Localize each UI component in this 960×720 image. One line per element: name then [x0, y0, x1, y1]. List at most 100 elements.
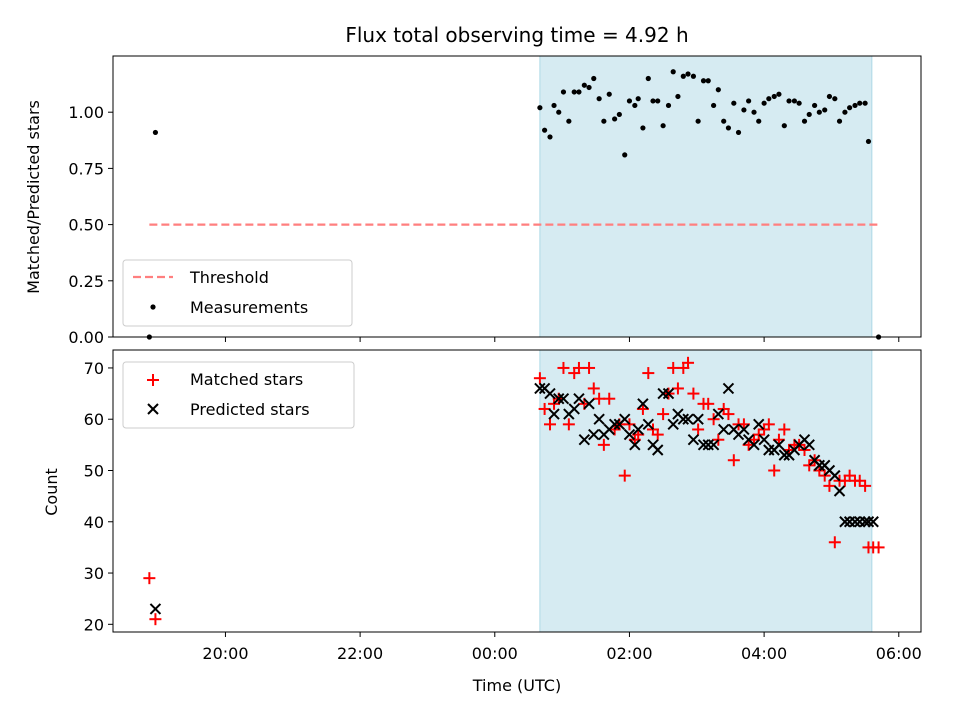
predicted-stars-point	[578, 434, 591, 446]
predicted-stars-point	[718, 423, 730, 436]
count-y-tick-label: 20	[84, 615, 104, 634]
ratio-y-tick-label: 0.50	[68, 216, 104, 235]
predicted-stars-point	[619, 413, 631, 425]
measurements-point	[622, 152, 628, 158]
measurements-point	[690, 73, 697, 79]
measurements-point	[816, 109, 822, 115]
legend-threshold-label: Threshold	[189, 268, 269, 287]
matched-stars-point	[727, 454, 740, 467]
matched-stars-point	[859, 479, 872, 492]
measurements-point	[560, 89, 567, 95]
predicted-stars-point	[833, 485, 846, 497]
predicted-stars-point	[573, 393, 585, 405]
measurements-point	[832, 96, 838, 102]
chart-title: Flux total observing time = 4.92 h	[345, 23, 688, 47]
measurements-point	[721, 118, 727, 124]
predicted-stars-point	[687, 434, 700, 446]
matched-stars-point	[768, 464, 781, 477]
predicted-stars-point	[712, 408, 725, 420]
count-y-tick-label: 50	[84, 461, 104, 480]
predicted-stars-point	[862, 516, 875, 528]
measurements-point	[675, 93, 681, 100]
measurements-point	[852, 102, 858, 109]
measurements-point	[571, 89, 577, 95]
matched-stars-point	[593, 392, 606, 405]
legend-matched-swatch	[147, 374, 159, 386]
predicted-stars-point	[149, 603, 162, 615]
measurements-point	[865, 138, 872, 145]
measurements-point	[796, 100, 802, 106]
predicted-stars-point	[568, 403, 580, 415]
predicted-stars-point	[593, 413, 605, 425]
measurements-point	[645, 75, 651, 82]
predicted-stars-point	[583, 398, 595, 410]
predicted-stars-point	[867, 516, 879, 528]
ratio-observing-window	[539, 55, 873, 338]
measurements-point	[766, 96, 772, 102]
matched-stars-point	[533, 372, 546, 385]
measurements-point	[655, 98, 661, 104]
matched-stars-point	[692, 423, 705, 436]
ratio-y-tick-label: 0.25	[68, 272, 104, 291]
measurements-point	[670, 69, 676, 75]
count-legend: Matched stars Predicted stars	[122, 361, 355, 429]
predicted-stars-point	[707, 439, 720, 451]
matched-stars-point	[687, 387, 700, 400]
legend-measurements-swatch	[150, 304, 156, 310]
measurements-point	[650, 98, 656, 104]
measurements-point	[586, 84, 592, 91]
measurements-point	[711, 102, 717, 109]
measurements-point	[542, 127, 548, 133]
measurements-point	[725, 125, 732, 131]
count-x-tick-label: 04:00	[741, 644, 787, 663]
count-y-axis-label: Count	[42, 468, 61, 516]
measurements-point	[680, 73, 686, 79]
measurements-point	[537, 105, 543, 111]
predicted-stars-point	[608, 418, 621, 431]
matched-stars-point	[657, 408, 670, 421]
predicted-stars-point	[682, 413, 694, 425]
predicted-stars-point	[652, 444, 664, 456]
measurements-point	[857, 100, 863, 106]
time-x-axis-label: Time (UTC)	[472, 676, 561, 695]
predicted-stars-point	[849, 516, 861, 528]
legend-predicted-swatch	[147, 403, 159, 415]
measurements-point	[635, 96, 641, 102]
matched-stars-point	[853, 474, 866, 487]
matched-stars-point	[597, 438, 610, 451]
count-x-tick-label: 02:00	[606, 644, 652, 663]
matched-stars-point	[143, 572, 156, 585]
measurements-point	[756, 118, 762, 124]
predicted-stars-point	[623, 428, 636, 441]
measurements-point	[626, 98, 633, 104]
measurements-point	[640, 125, 646, 131]
matched-stars-point	[671, 382, 684, 395]
matched-stars-point	[803, 459, 816, 472]
count-y-tick-label: 60	[84, 410, 104, 429]
measurements-point	[695, 118, 701, 124]
matched-stars-point	[562, 418, 575, 431]
predicted-stars-point	[697, 439, 710, 451]
matched-stars-point	[603, 392, 616, 405]
measurements-point	[566, 118, 572, 124]
predicted-stars-point	[677, 413, 690, 425]
ratio-y-tick-label: 0.75	[68, 159, 104, 178]
measurements-point	[547, 134, 553, 140]
measurements-point	[862, 100, 868, 106]
matched-stars-point	[872, 541, 885, 554]
ratio-legend-box	[122, 259, 353, 327]
predicted-stars-point	[637, 398, 649, 410]
measurements-point	[746, 98, 752, 104]
measurements-point	[700, 78, 707, 84]
measurements-point	[591, 75, 597, 82]
measurements-point	[601, 118, 607, 124]
predicted-stars-point	[662, 387, 675, 400]
matched-stars-point	[557, 361, 570, 374]
measurements-point	[596, 96, 602, 102]
measurements-point	[616, 111, 622, 118]
predicted-stars-point	[588, 428, 600, 441]
measurements-point	[581, 82, 587, 88]
ratio-y-axis-label: Matched/Predicted stars	[24, 100, 43, 294]
measurements-point	[806, 111, 812, 118]
